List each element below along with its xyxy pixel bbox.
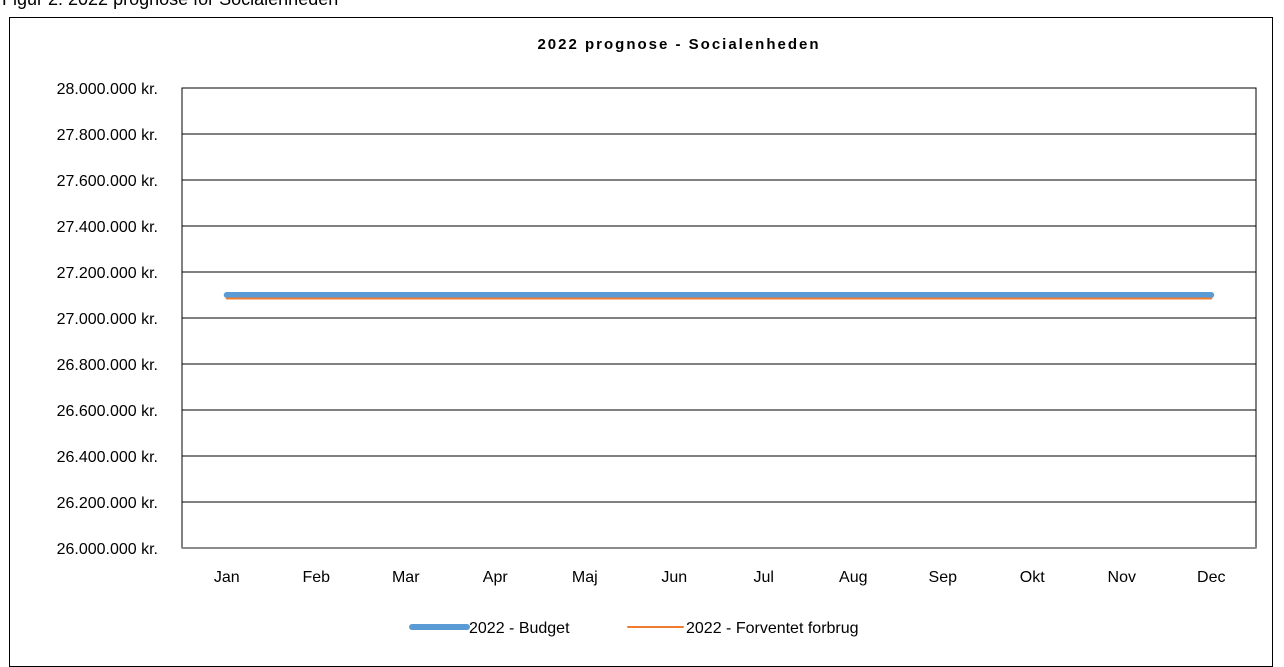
- x-axis-ticks: Jan Feb Mar Apr Maj Jun Jul Aug Sep Okt Nov Dec: [214, 569, 1226, 586]
- y-tick-label: 26.000.000 kr.: [57, 541, 158, 558]
- x-tick-label: Maj: [572, 569, 598, 586]
- x-tick-label: Aug: [839, 569, 867, 586]
- x-tick-label: Dec: [1197, 569, 1225, 586]
- y-tick-label: 26.400.000 kr.: [57, 449, 158, 466]
- y-tick-label: 26.600.000 kr.: [57, 403, 158, 420]
- legend-label: 2022 - Forventet forbrug: [686, 620, 859, 637]
- x-tick-label: Sep: [929, 569, 958, 586]
- legend: 2022 - Budget 2022 - Forventet forbrug: [412, 620, 859, 637]
- y-tick-label: 27.800.000 kr.: [57, 127, 158, 144]
- y-tick-label: 26.800.000 kr.: [57, 357, 158, 374]
- x-tick-label: Nov: [1108, 569, 1136, 586]
- x-tick-label: Feb: [302, 569, 330, 586]
- x-tick-label: Mar: [392, 569, 420, 586]
- x-tick-label: Okt: [1020, 569, 1045, 586]
- y-tick-label: 27.400.000 kr.: [57, 219, 158, 236]
- legend-label: 2022 - Budget: [469, 620, 570, 637]
- gridlines: [182, 88, 1256, 548]
- chart-title: 2022 prognose - Socialenheden: [537, 36, 820, 53]
- y-tick-label: 27.200.000 kr.: [57, 265, 158, 282]
- series-lines: [227, 295, 1212, 299]
- x-tick-label: Jun: [661, 569, 687, 586]
- y-tick-label: 27.000.000 kr.: [57, 311, 158, 328]
- x-tick-label: Apr: [483, 569, 509, 586]
- y-tick-label: 26.200.000 kr.: [57, 495, 158, 512]
- y-tick-label: 27.600.000 kr.: [57, 173, 158, 190]
- x-tick-label: Jul: [754, 569, 774, 586]
- y-axis-ticks: 26.000.000 kr. 26.200.000 kr. 26.400.000 k…: [57, 81, 158, 558]
- x-tick-label: Jan: [214, 569, 240, 586]
- y-tick-label: 28.000.000 kr.: [57, 81, 158, 98]
